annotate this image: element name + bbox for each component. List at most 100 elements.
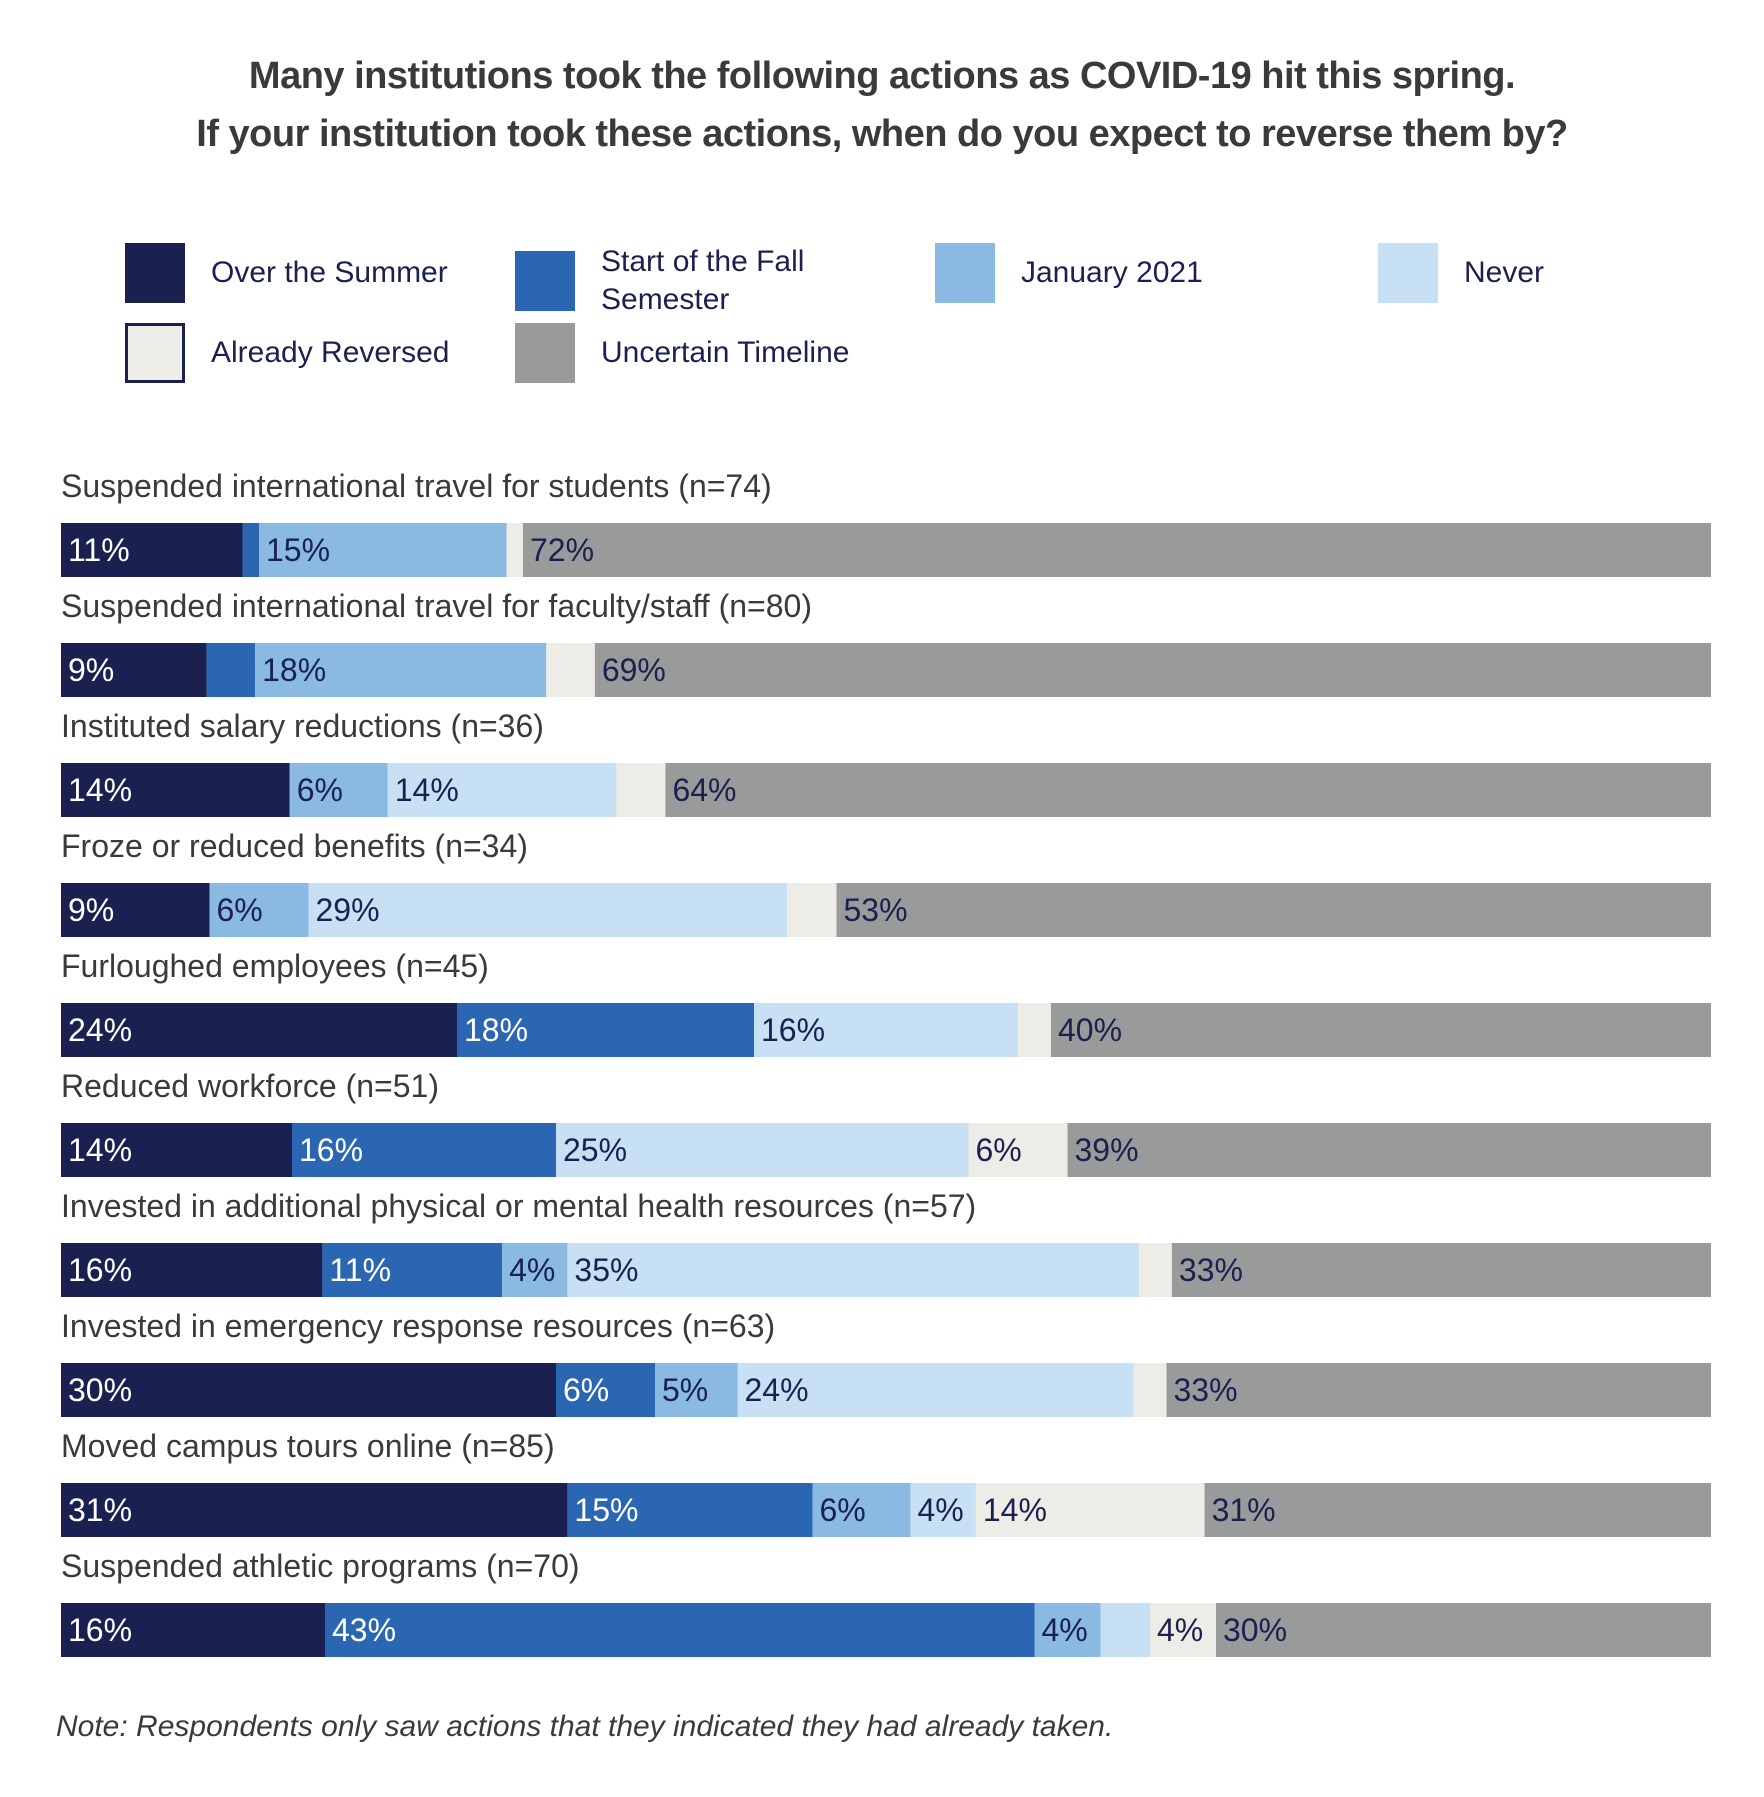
row-label: Reduced workforce (n=51) [61, 1068, 439, 1104]
bar-segment-over-the-summer [61, 763, 290, 817]
bar-row: 14% 16% 25% 6% 39% [61, 1123, 1711, 1177]
bar-segment-uncertain-timeline [523, 523, 1711, 577]
legend-label: Already Reversed [211, 336, 450, 369]
legend-label: January 2021 [1021, 256, 1203, 289]
bar-value-label: 6% [217, 892, 263, 928]
bar-value-label: 24% [68, 1012, 132, 1048]
bar-segment-over-the-summer [61, 883, 210, 937]
bar-row: 9% 6% 29% 53% [61, 883, 1711, 937]
bar-segment-over-the-summer [61, 1483, 568, 1537]
legend-label: Start of the Fall Semester [601, 245, 805, 316]
bar-value-label: 4% [1157, 1612, 1203, 1648]
bar-value-label: 16% [299, 1132, 363, 1168]
chart-note: Note: Respondents only saw actions that … [56, 1710, 1114, 1743]
bar-value-label: 25% [563, 1132, 627, 1168]
bar-segment-start-of-fall-semester [206, 643, 256, 697]
bar-segment-never [737, 1363, 1134, 1417]
bar-value-label: 16% [761, 1012, 825, 1048]
bar-row: 30% 6% 5% 24% 33% [61, 1363, 1711, 1417]
bar-segment-never [1100, 1603, 1150, 1657]
bar-value-label: 16% [68, 1252, 132, 1288]
bar-segment-never [308, 883, 787, 937]
bar-segment-january-2021 [502, 1243, 568, 1297]
legend-item-uncertain-timeline: Uncertain Timeline [515, 323, 901, 383]
bar-segment-already-reversed [787, 883, 837, 937]
bar-segment-never [567, 1243, 1140, 1297]
bar-segment-never [556, 1123, 969, 1177]
bar-value-label: 4% [1042, 1612, 1088, 1648]
bar-segment-already-reversed [1139, 1243, 1172, 1297]
legend-label: Over the Summer [211, 256, 448, 289]
bar-segment-never [387, 763, 617, 817]
chart-title-line-1: Many institutions took the following act… [248, 55, 1516, 97]
bar-value-label: 33% [1174, 1372, 1238, 1408]
bar-segment-start-of-fall-semester [457, 1003, 754, 1057]
legend-label: Never [1464, 256, 1545, 289]
bar-segment-january-2021 [1034, 1603, 1101, 1657]
bar-segment-uncertain-timeline [1171, 1243, 1711, 1297]
bar-value-label: 4% [509, 1252, 555, 1288]
bar-value-label: 29% [316, 892, 380, 928]
bar-value-label: 5% [662, 1372, 708, 1408]
bar-segment-uncertain-timeline [1051, 1003, 1711, 1057]
bar-row: 11% 15% 72% [61, 523, 1711, 577]
bar-value-label: 6% [819, 1492, 865, 1528]
bar-segment-january-2021 [655, 1363, 738, 1417]
bar-value-label: 35% [574, 1252, 638, 1288]
bar-value-label: 6% [563, 1372, 609, 1408]
bar-value-label: 15% [266, 532, 330, 568]
row-label: Moved campus tours online (n=85) [61, 1428, 555, 1464]
bar-value-label: 6% [976, 1132, 1022, 1168]
bar-row: 31% 15% 6% 4% 14% 31% [61, 1483, 1711, 1537]
legend-item-over-the-summer: Over the Summer [125, 243, 511, 303]
chart-title-line-2: If your institution took these actions, … [196, 113, 1568, 155]
bar-row: 24% 18% 16% 40% [61, 1003, 1711, 1057]
row-label: Suspended international travel for stude… [61, 468, 772, 504]
bar-segment-january-2021 [812, 1483, 911, 1537]
bar-value-label: 72% [530, 532, 594, 568]
bar-value-label: 6% [297, 772, 343, 808]
bar-segment-over-the-summer [61, 1363, 556, 1417]
bar-value-label: 64% [672, 772, 736, 808]
bar-segment-january-2021 [259, 523, 507, 577]
legend-item-january-2021: January 2021 [935, 243, 1321, 303]
bar-row: 9% 18% 69% [61, 643, 1712, 697]
bar-value-label: 31% [1212, 1492, 1276, 1528]
bar-value-label: 30% [1223, 1612, 1287, 1648]
row-label: Invested in emergency response resources… [61, 1308, 776, 1344]
row-label: Froze or reduced benefits (n=34) [61, 828, 528, 864]
bar-segment-over-the-summer [61, 1123, 292, 1177]
legend-item-start-of-fall-semester: Start of the Fall Semester [515, 243, 831, 319]
legend-item-never: Never [1378, 243, 1664, 303]
bar-segment-uncertain-timeline [1166, 1363, 1711, 1417]
bar-row: 16% 11% 4% 35% 33% [61, 1243, 1711, 1297]
bar-segment-start-of-fall-semester [556, 1363, 655, 1417]
bar-segment-uncertain-timeline [594, 643, 1712, 697]
bar-value-label: 30% [68, 1372, 132, 1408]
bar-segment-already-reversed [968, 1123, 1068, 1177]
bar-segment-over-the-summer [61, 523, 243, 577]
bar-value-label: 43% [332, 1612, 396, 1648]
bar-segment-uncertain-timeline [836, 883, 1711, 937]
bar-value-label: 40% [1058, 1012, 1122, 1048]
bar-segment-already-reversed [1018, 1003, 1051, 1057]
bar-segment-over-the-summer [61, 1243, 323, 1297]
bar-value-label: 69% [602, 652, 666, 688]
bar-value-label: 18% [262, 652, 326, 688]
bar-segment-uncertain-timeline [1067, 1123, 1711, 1177]
bar-segment-never [754, 1003, 1018, 1057]
bar-value-label: 4% [918, 1492, 964, 1528]
row-label: Furloughed employees (n=45) [61, 948, 489, 984]
bar-segment-start-of-fall-semester [325, 1603, 1035, 1657]
bar-value-label: 18% [464, 1012, 528, 1048]
bar-segment-over-the-summer [61, 1003, 457, 1057]
bar-value-label: 14% [68, 772, 132, 808]
bar-value-label: 14% [395, 772, 459, 808]
bar-value-label: 39% [1075, 1132, 1139, 1168]
bar-segment-start-of-fall-semester [242, 523, 259, 577]
bar-segment-january-2021 [209, 883, 309, 937]
bar-value-label: 11% [329, 1252, 391, 1288]
bar-segment-january-2021 [289, 763, 388, 817]
